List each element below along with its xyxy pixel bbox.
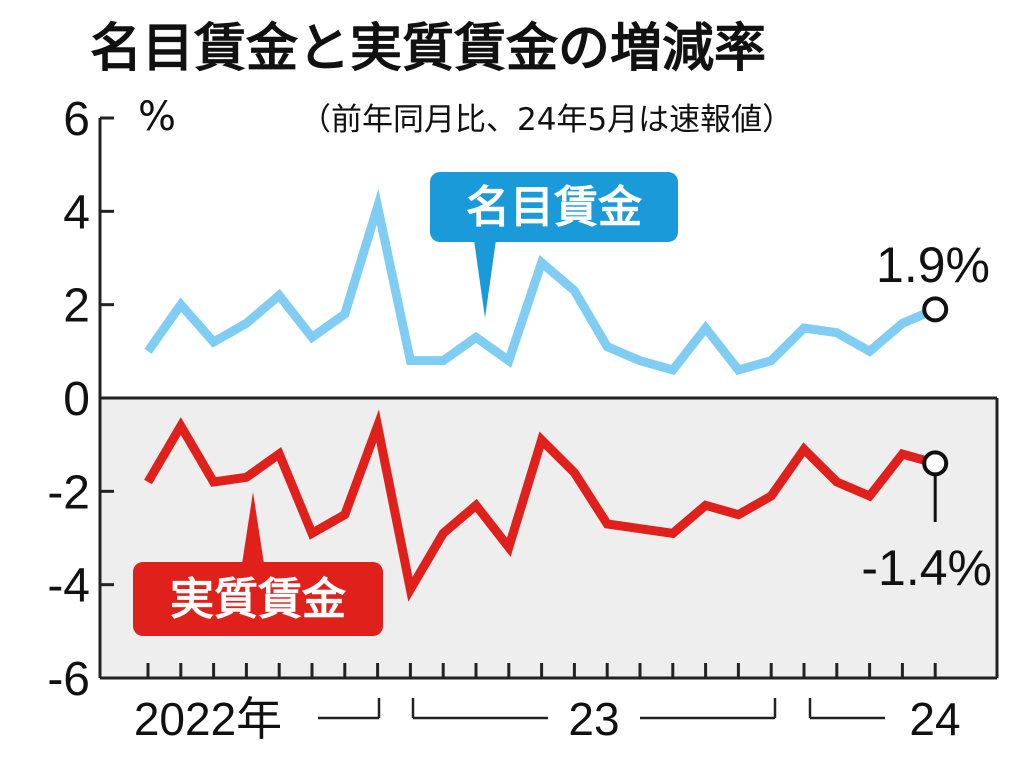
series-line-1: [144, 409, 937, 602]
chart-subtitle: （前年同月比、24年5月は速報値）: [300, 102, 793, 138]
callout-box: [430, 172, 678, 242]
x-year-label: 23: [568, 693, 619, 745]
end-point-marker: [922, 450, 949, 477]
callout-label: 実質賃金: [170, 574, 347, 625]
series-callout-real: 実質賃金: [133, 492, 383, 636]
y-axis: 6 4 2 0 -2 -4 -6: [47, 93, 114, 706]
series-layer: [144, 188, 937, 602]
end-value-label: 1.9%: [876, 237, 990, 293]
chart-title: 名目賃金と実質賃金の増減率: [90, 19, 766, 79]
end-point-marker: [922, 296, 949, 323]
callout-pointer: [242, 492, 264, 564]
callout-label: 名目賃金: [466, 182, 643, 233]
y-tick-label: 0: [63, 373, 90, 426]
y-tick-label: 4: [63, 186, 90, 239]
y-tick-label: 2: [63, 280, 90, 333]
series-line-0: [144, 188, 937, 376]
x-axis: 2022年 23 24: [134, 663, 961, 745]
end-value-label: -1.4%: [861, 540, 992, 596]
y-tick-label: 6: [63, 93, 90, 146]
callout-pointer: [474, 240, 496, 318]
y-tick-label: -6: [47, 653, 90, 706]
series-callout-nominal: 名目賃金: [430, 172, 678, 318]
y-tick-label: -2: [47, 466, 90, 519]
callout-box: [133, 562, 383, 636]
y-tick-label: -4: [47, 560, 90, 613]
x-year-label: 2022年: [134, 693, 282, 745]
x-year-label: 24: [909, 693, 960, 745]
y-unit-label: %: [138, 94, 176, 140]
